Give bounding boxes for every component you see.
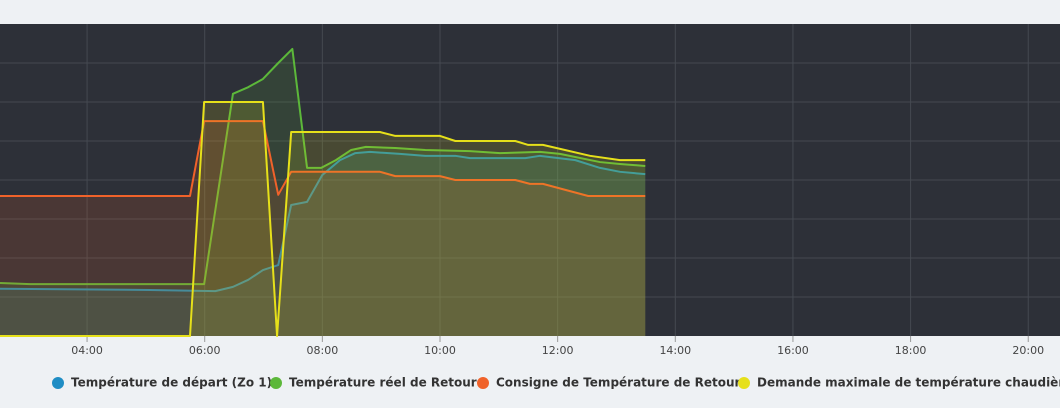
- series-line: [0, 47, 646, 286]
- legend-label[interactable]: Demande maximale de température chaudièr…: [757, 376, 1060, 390]
- series-line: [0, 101, 646, 337]
- x-tick-label: 14:00: [659, 344, 691, 357]
- legend-marker[interactable]: [738, 377, 750, 389]
- legend-marker[interactable]: [52, 377, 64, 389]
- series-line: [0, 150, 646, 293]
- x-tick-label: 12:00: [542, 344, 574, 357]
- series-line: [0, 120, 646, 197]
- x-tick-label: 06:00: [189, 344, 221, 357]
- legend-label[interactable]: Température réel de Retour: [289, 376, 477, 390]
- legend-marker[interactable]: [270, 377, 282, 389]
- x-tick-label: 20:00: [1012, 344, 1044, 357]
- x-tick-label: 18:00: [895, 344, 927, 357]
- series-area: [0, 121, 646, 336]
- x-tick-label: 16:00: [777, 344, 809, 357]
- x-tick-label: 10:00: [424, 344, 456, 357]
- x-tick-label: 04:00: [71, 344, 103, 357]
- series-area: [0, 102, 646, 336]
- legend-marker[interactable]: [477, 377, 489, 389]
- x-tick-label: 08:00: [307, 344, 339, 357]
- legend-label[interactable]: Température de départ (Zo 1): [71, 376, 272, 390]
- series-area: [0, 151, 646, 336]
- legend-label[interactable]: Consigne de Température de Retour: [496, 376, 741, 390]
- series-area: [0, 48, 646, 337]
